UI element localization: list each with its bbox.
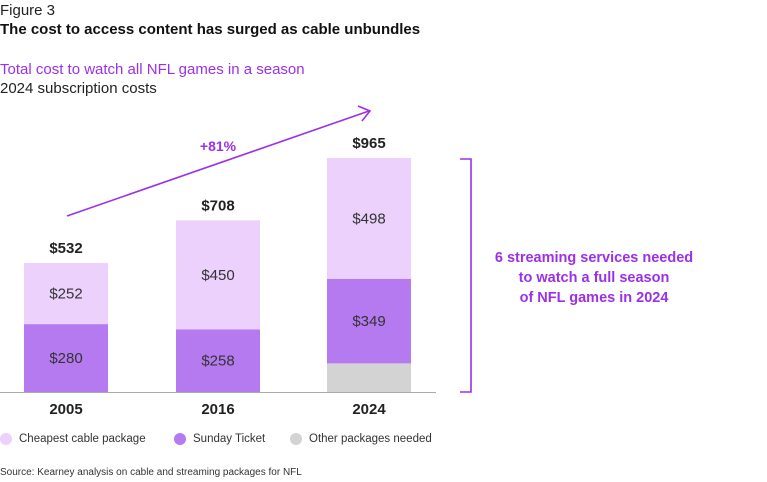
bar-segment xyxy=(327,278,411,364)
legend-label: Other packages needed xyxy=(309,433,432,445)
bar-total-label: $965 xyxy=(352,135,385,152)
segment-value-label: $252 xyxy=(49,286,82,303)
legend-item-cable: Cheapest cable package xyxy=(0,433,146,445)
legend-swatch-other xyxy=(290,433,302,445)
bar-segment xyxy=(176,220,260,330)
chart-subtitle: Total cost to watch all NFL games in a s… xyxy=(0,61,305,78)
chart-title: The cost to access content has surged as… xyxy=(0,21,421,38)
bar-segment xyxy=(176,329,260,392)
bar-segment xyxy=(327,363,411,392)
bar-total-label: $708 xyxy=(201,197,234,214)
bracket-annotation-line: to watch a full season xyxy=(519,270,670,286)
bar-total-label: $532 xyxy=(49,240,82,257)
chart-subtitle-secondary: 2024 subscription costs xyxy=(0,80,157,97)
bar-segment xyxy=(327,158,411,279)
legend-item-sunday-ticket: Sunday Ticket xyxy=(174,433,265,445)
arrow-head-icon xyxy=(357,105,372,122)
bracket-annotation-line: 6 streaming services needed xyxy=(495,250,693,266)
x-tick-label: 2005 xyxy=(49,401,82,418)
segment-value-label: $258 xyxy=(201,353,234,370)
source-note: Source: Kearney analysis on cable and st… xyxy=(0,467,302,478)
bar-segment xyxy=(24,262,108,325)
figure-label: Figure 3 xyxy=(0,2,56,19)
segment-value-label: $450 xyxy=(201,267,234,284)
segment-value-label: $280 xyxy=(49,350,82,367)
legend-swatch-sunday-ticket xyxy=(174,433,186,445)
segment-value-label: $498 xyxy=(352,210,385,227)
growth-annotation: +81% xyxy=(200,138,237,154)
legend-label: Sunday Ticket xyxy=(193,433,266,445)
legend-swatch-cable xyxy=(0,433,12,445)
bracket xyxy=(460,158,472,393)
segment-value-label: $349 xyxy=(352,313,385,330)
legend-label: Cheapest cable package xyxy=(19,433,146,445)
bar-segment xyxy=(24,324,108,392)
legend-item-other: Other packages needed xyxy=(290,433,432,445)
bracket-annotation-line: of NFL games in 2024 xyxy=(520,290,669,306)
x-tick-label: 2024 xyxy=(352,401,386,418)
x-tick-label: 2016 xyxy=(201,401,234,418)
growth-arrow xyxy=(66,110,370,217)
